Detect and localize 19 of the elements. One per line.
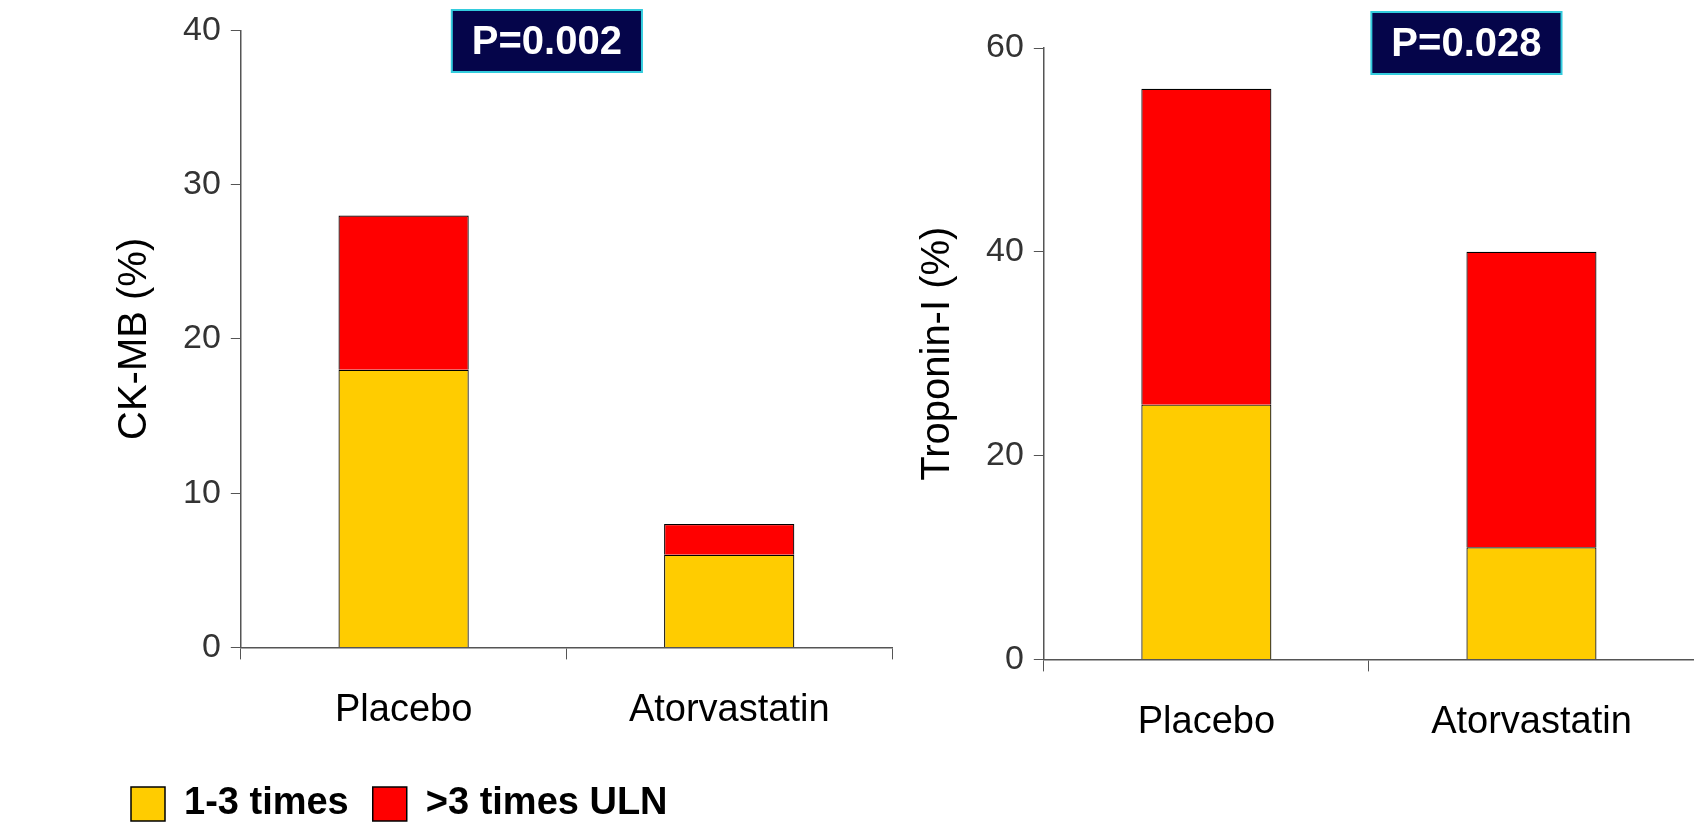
x-tick-label: Placebo xyxy=(1137,698,1276,741)
y-tick-label: 20 xyxy=(182,317,221,356)
x-tick-label: Atorvastatin xyxy=(1431,698,1632,741)
y-tick-label: 0 xyxy=(1004,637,1024,676)
annotation: P=0.028 xyxy=(1391,20,1542,65)
y-tick-label: 40 xyxy=(182,8,221,47)
y-tick-label: 30 xyxy=(182,163,221,202)
legend-label: >3 times ULN xyxy=(425,780,668,823)
legend-label: 1-3 times xyxy=(184,780,349,823)
x-tick-label: Placebo xyxy=(334,686,473,729)
y-tick-label: 60 xyxy=(985,26,1024,65)
y-tick-label: 40 xyxy=(985,230,1024,269)
y-tick-label: 10 xyxy=(182,471,221,510)
y-axis-title: Troponin-I (%) xyxy=(913,226,958,481)
y-axis-title: CK-MB (%) xyxy=(110,237,155,441)
y-tick-label: 20 xyxy=(985,433,1024,472)
annotation: P=0.002 xyxy=(471,18,622,63)
y-tick-label: 0 xyxy=(201,625,221,664)
x-tick-label: Atorvastatin xyxy=(628,686,830,729)
